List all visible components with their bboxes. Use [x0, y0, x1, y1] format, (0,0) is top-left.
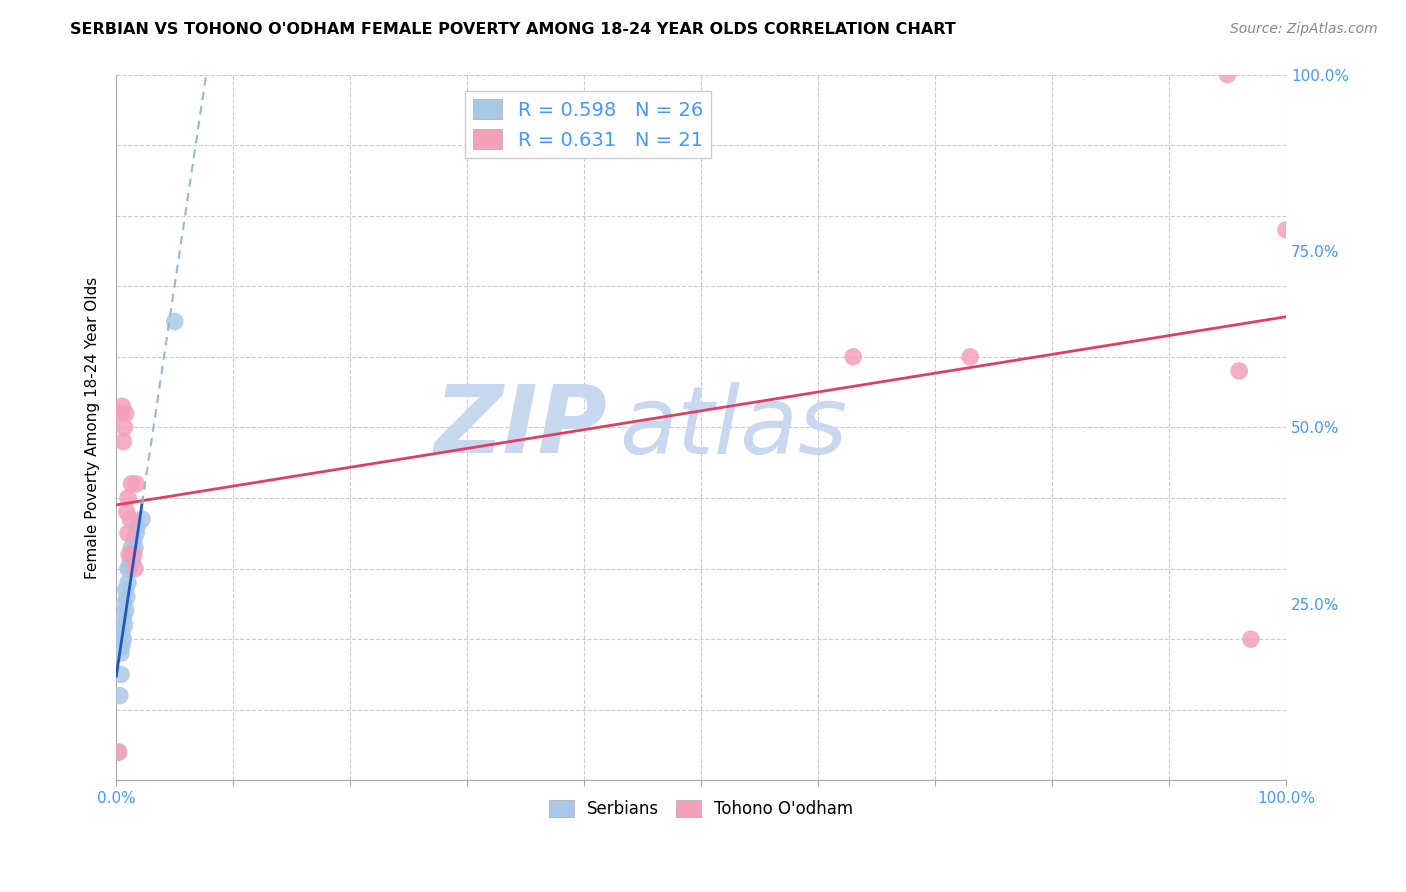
Point: [108, 689, 131, 703]
Legend: Serbians, Tohono O'odham: Serbians, Tohono O'odham: [543, 793, 860, 825]
Point: [117, 526, 139, 541]
Point: [111, 625, 134, 640]
Point: [125, 476, 148, 491]
Text: atlas: atlas: [619, 382, 848, 473]
Point: [959, 350, 981, 364]
Point: [111, 639, 134, 653]
Point: [114, 406, 136, 420]
Point: [125, 526, 148, 541]
Point: [1275, 223, 1298, 237]
Point: [107, 745, 129, 759]
Point: [1216, 68, 1239, 82]
Point: [117, 491, 139, 505]
Point: [131, 512, 153, 526]
Point: [114, 597, 136, 611]
Y-axis label: Female Poverty Among 18-24 Year Olds: Female Poverty Among 18-24 Year Olds: [86, 277, 100, 579]
Point: [121, 548, 143, 562]
Point: [114, 618, 136, 632]
Point: [118, 561, 141, 575]
Point: [117, 575, 139, 590]
Point: [120, 554, 142, 568]
Point: [121, 476, 143, 491]
Point: [117, 561, 139, 575]
Point: [110, 667, 132, 681]
Point: [111, 399, 134, 413]
Point: [114, 582, 136, 597]
Point: [112, 434, 135, 449]
Point: [112, 632, 135, 647]
Point: [115, 590, 138, 604]
Point: [110, 646, 132, 660]
Point: [127, 519, 149, 533]
Point: [163, 314, 186, 328]
Point: [110, 406, 132, 420]
Point: [115, 505, 138, 519]
Point: [120, 512, 142, 526]
Point: [122, 548, 145, 562]
Point: [842, 350, 865, 364]
Point: [121, 554, 143, 568]
Point: [114, 604, 136, 618]
Point: [107, 745, 129, 759]
Point: [1227, 364, 1250, 378]
Point: [122, 533, 145, 548]
Point: [124, 541, 146, 555]
Point: [121, 541, 143, 555]
Point: [1240, 632, 1263, 647]
Point: [112, 611, 135, 625]
Text: ZIP: ZIP: [434, 382, 607, 474]
Text: SERBIAN VS TOHONO O'ODHAM FEMALE POVERTY AMONG 18-24 YEAR OLDS CORRELATION CHART: SERBIAN VS TOHONO O'ODHAM FEMALE POVERTY…: [70, 22, 956, 37]
Point: [124, 561, 146, 575]
Point: [118, 548, 141, 562]
Text: Source: ZipAtlas.com: Source: ZipAtlas.com: [1230, 22, 1378, 37]
Point: [114, 420, 136, 434]
